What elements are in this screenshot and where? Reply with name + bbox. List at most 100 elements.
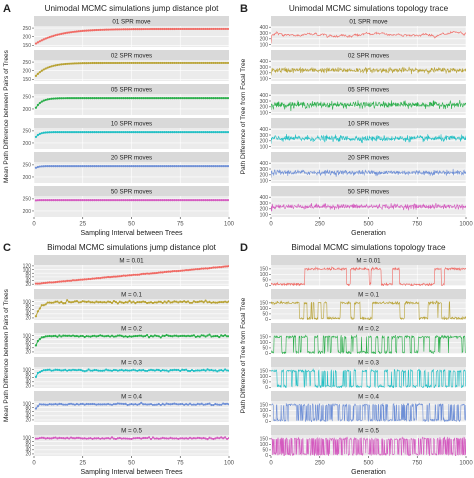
data-point <box>62 280 65 283</box>
data-point <box>62 32 65 35</box>
data-point <box>79 97 82 100</box>
data-point <box>44 303 47 306</box>
chart-title: Unimodal MCMC simulations jump distance … <box>45 4 220 13</box>
facet-strip <box>34 16 229 26</box>
data-point <box>101 276 104 279</box>
data-point <box>210 199 213 202</box>
data-point <box>95 335 98 338</box>
data-point <box>227 165 229 168</box>
series <box>271 99 466 111</box>
y-tick-label: 100 <box>260 374 269 380</box>
y-axis-label: Mean Path Difference between Pairs of Tr… <box>3 49 10 183</box>
data-point <box>134 165 137 168</box>
data-point <box>42 165 45 168</box>
data-point <box>114 165 117 168</box>
facet-strip <box>34 289 229 299</box>
x-axis-label: Sampling Interval between Trees <box>81 230 183 237</box>
data-point <box>192 369 195 373</box>
data-point <box>48 334 51 338</box>
data-point <box>220 403 223 406</box>
data-point <box>155 403 158 406</box>
data-point <box>71 403 75 406</box>
data-point <box>136 273 139 276</box>
data-point <box>165 165 168 168</box>
data-point <box>186 165 190 168</box>
data-point <box>194 131 197 134</box>
data-point <box>64 62 67 66</box>
data-point <box>177 165 180 168</box>
data-point <box>214 369 217 372</box>
facet-label: 01 SPR move <box>112 18 151 25</box>
panel-letter: D <box>240 242 248 254</box>
data-point <box>165 369 168 372</box>
data-point <box>97 334 100 338</box>
data-point <box>110 301 114 304</box>
y-tick-label: 150 <box>260 335 269 341</box>
data-point <box>188 131 192 134</box>
data-point <box>99 61 102 65</box>
data-point <box>171 335 174 338</box>
facet-strip <box>271 50 466 60</box>
data-point <box>62 302 65 305</box>
data-point <box>173 61 176 65</box>
data-point <box>73 30 77 33</box>
data-point <box>173 97 176 100</box>
data-point <box>218 437 221 440</box>
y-tick-label: 150 <box>260 369 269 375</box>
data-point <box>83 29 86 32</box>
data-point <box>216 370 219 373</box>
data-point <box>68 62 71 65</box>
data-point <box>107 61 110 65</box>
data-point <box>208 267 211 270</box>
data-point <box>120 97 123 100</box>
y-axis-label: Path Difference of Tree from Focal Tree <box>240 58 247 174</box>
y-tick-label: 40 <box>25 414 31 420</box>
data-point <box>52 436 55 439</box>
data-point <box>128 131 131 134</box>
data-point <box>224 436 227 439</box>
data-point <box>171 270 174 273</box>
data-point <box>155 61 158 65</box>
panel-c: C Bimodal MCMC simulations jump distance … <box>3 242 235 476</box>
data-point <box>206 368 209 371</box>
data-point <box>222 301 225 304</box>
data-point <box>120 437 123 440</box>
data-point <box>60 32 63 35</box>
data-point <box>179 403 182 406</box>
data-point <box>114 131 117 134</box>
data-point <box>181 199 184 202</box>
data-point <box>138 273 141 276</box>
data-point <box>62 199 65 202</box>
data-point <box>165 97 168 100</box>
data-point <box>97 165 100 168</box>
data-point <box>157 27 160 31</box>
data-point <box>77 131 80 134</box>
trace-line <box>271 266 466 286</box>
data-point <box>34 315 38 318</box>
data-point <box>157 165 160 168</box>
data-point <box>225 369 229 372</box>
data-point <box>120 402 123 405</box>
data-point <box>147 301 151 304</box>
data-point <box>227 199 229 202</box>
data-point <box>167 437 170 440</box>
data-point <box>206 97 209 100</box>
data-point <box>60 300 63 303</box>
data-point <box>194 268 197 271</box>
y-tick-label: 200 <box>260 37 269 43</box>
facet-label: 01 SPR move <box>349 18 388 25</box>
data-point <box>101 97 104 100</box>
data-point <box>81 131 84 134</box>
data-point <box>66 31 69 34</box>
data-point <box>190 301 194 304</box>
data-point <box>116 334 119 337</box>
data-point <box>179 165 182 168</box>
data-point <box>118 369 121 372</box>
data-point <box>46 281 49 284</box>
trace-line <box>271 402 466 422</box>
data-point <box>48 65 51 69</box>
data-point <box>38 165 41 168</box>
data-point <box>194 300 197 304</box>
data-point <box>149 402 153 406</box>
